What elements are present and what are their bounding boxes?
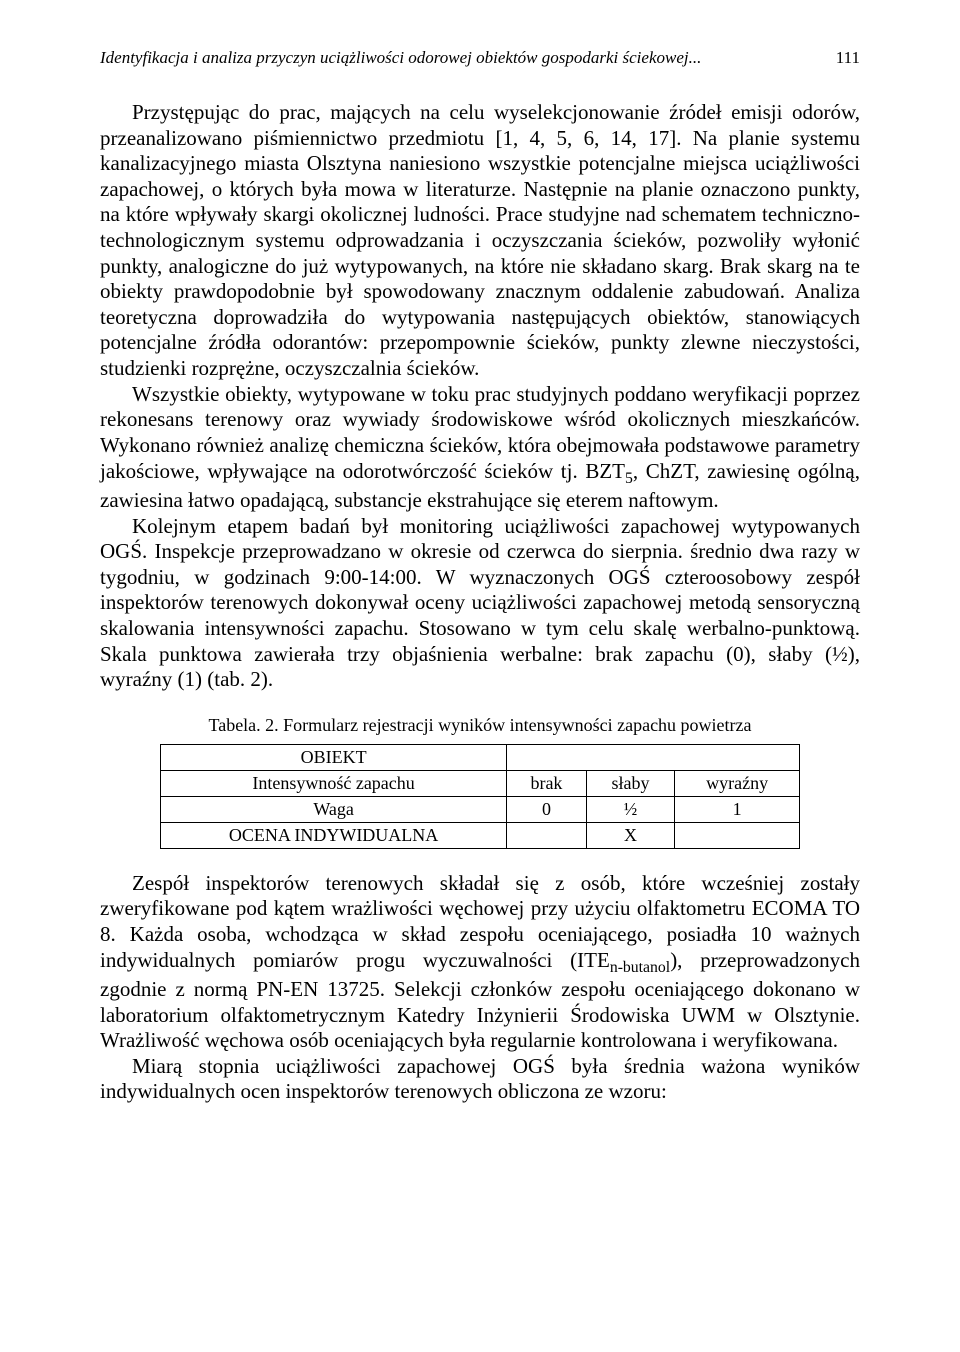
paragraph-3: Kolejnym etapem badań był monitoring uci… bbox=[100, 514, 860, 693]
paragraph-5: Miarą stopnia uciążliwości zapachowej OG… bbox=[100, 1054, 860, 1105]
cell-ocena-3 bbox=[675, 822, 800, 848]
cell-ocena-label: OCENA INDYWIDUALNA bbox=[161, 822, 507, 848]
sub-ite: n-butanol bbox=[610, 959, 670, 976]
table-row: OBIEKT bbox=[161, 744, 800, 770]
sub-bzt: 5 bbox=[625, 470, 633, 487]
cell-waga-1: 1 bbox=[675, 796, 800, 822]
paragraph-2: Wszystkie obiekty, wytypowane w toku pra… bbox=[100, 382, 860, 514]
table-row: Waga 0 ½ 1 bbox=[161, 796, 800, 822]
cell-obiekt: OBIEKT bbox=[161, 744, 507, 770]
cell-waga-half: ½ bbox=[586, 796, 675, 822]
cell-ocena-x: X bbox=[586, 822, 675, 848]
registry-table: OBIEKT Intensywność zapachu brak słaby w… bbox=[160, 744, 800, 849]
running-title: Identyfikacja i analiza przyczyn uciążli… bbox=[100, 48, 816, 68]
page-number: 111 bbox=[836, 48, 860, 68]
cell-ocena-1 bbox=[507, 822, 587, 848]
cell-intensity-label: Intensywność zapachu bbox=[161, 770, 507, 796]
cell-empty bbox=[507, 744, 800, 770]
cell-waga-label: Waga bbox=[161, 796, 507, 822]
table-caption: Tabela. 2. Formularz rejestracji wyników… bbox=[100, 715, 860, 736]
table-row: OCENA INDYWIDUALNA X bbox=[161, 822, 800, 848]
table-row: Intensywność zapachu brak słaby wyraźny bbox=[161, 770, 800, 796]
cell-wyrazny: wyraźny bbox=[675, 770, 800, 796]
cell-waga-0: 0 bbox=[507, 796, 587, 822]
paragraph-1: Przystępując do prac, mających na celu w… bbox=[100, 100, 860, 382]
paragraph-4: Zespół inspektorów terenowych składał si… bbox=[100, 871, 860, 1054]
cell-brak: brak bbox=[507, 770, 587, 796]
cell-slaby: słaby bbox=[586, 770, 675, 796]
running-head: Identyfikacja i analiza przyczyn uciążli… bbox=[100, 48, 860, 68]
page: Identyfikacja i analiza przyczyn uciążli… bbox=[0, 0, 960, 1165]
